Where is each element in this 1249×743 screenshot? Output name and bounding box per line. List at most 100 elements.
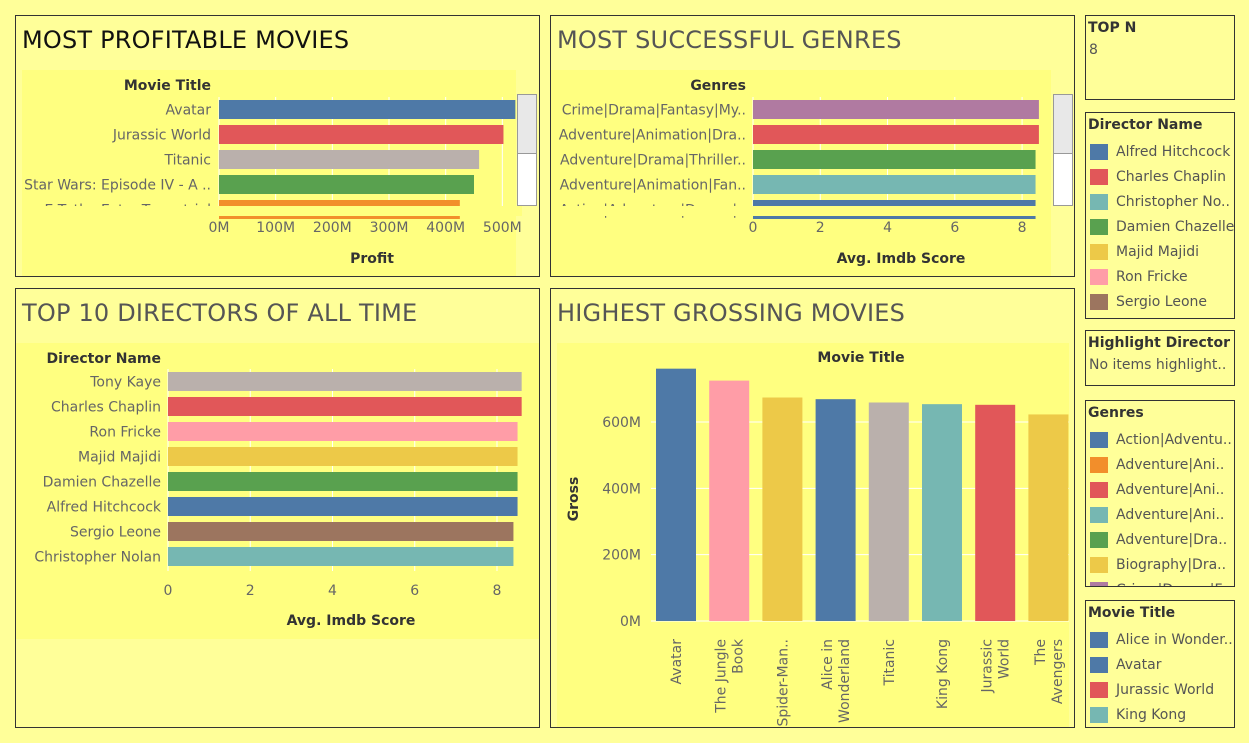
legend-swatch <box>1090 481 1108 498</box>
bar <box>219 150 480 169</box>
legend-label: Alfred Hitchcock <box>1116 143 1231 160</box>
category-label: Avatar <box>669 639 685 685</box>
category-label: Charles Chaplin <box>51 400 161 416</box>
legend-swatch <box>1090 168 1108 185</box>
legend-item[interactable] <box>1090 314 1234 320</box>
bar <box>868 402 909 621</box>
highlight-value[interactable]: No items highlight.. <box>1089 357 1227 373</box>
legend-swatch <box>1090 319 1108 320</box>
x-tick-label: 500M <box>483 220 522 236</box>
top-n-value[interactable]: 8 <box>1089 42 1098 58</box>
category-label: The Jungle <box>714 639 730 714</box>
category-label: Alfred Hitchcock <box>47 500 162 516</box>
legend-item[interactable]: Adventure|Ani.. <box>1090 477 1234 502</box>
legend-label: Crime|Drama|F.. <box>1116 582 1229 587</box>
x-tick-label: 2 <box>816 220 825 236</box>
bar <box>753 150 1036 169</box>
bar <box>168 497 518 516</box>
x-tick-label: 6 <box>410 583 419 599</box>
legend-label: Alice in Wonder.. <box>1116 631 1233 648</box>
category-label: Tony Kaye <box>89 375 161 391</box>
top-n-parameter[interactable]: TOP N 8 <box>1085 15 1235 100</box>
legend-item[interactable]: Action|Adventu.. <box>1090 427 1234 452</box>
legend-swatch <box>1090 193 1108 210</box>
panel-title: TOP 10 DIRECTORS OF ALL TIME <box>22 299 418 327</box>
bar <box>168 447 518 466</box>
panel-title: HIGHEST GROSSING MOVIES <box>557 299 906 327</box>
legend-swatch <box>1090 556 1108 573</box>
legend-label: Ron Fricke <box>1116 268 1188 285</box>
x-tick-label: 8 <box>493 583 502 599</box>
highlight-director[interactable]: Highlight Director .. No items highlight… <box>1085 330 1235 386</box>
legend-item[interactable]: Avatar <box>1090 652 1234 677</box>
legend-swatch <box>1090 456 1108 473</box>
bar <box>753 175 1036 194</box>
category-label: Adventure|Animation|Fan.. <box>560 178 746 194</box>
legend-item[interactable]: Crime|Drama|F.. <box>1090 577 1234 587</box>
x-tick-label: 2 <box>246 583 255 599</box>
legend-item[interactable]: Christopher No.. <box>1090 189 1234 214</box>
legend-item[interactable]: Biography|Dra.. <box>1090 552 1234 577</box>
legend-item[interactable]: Sergio Leone <box>1090 289 1234 314</box>
legend-label: Adventure|Dra.. <box>1116 531 1228 548</box>
legend-item[interactable]: Ron Fricke <box>1090 264 1234 289</box>
directors-bar-chart: 0 2 4 6 8 Director Name Tony Kaye Charles Chapl… <box>34 351 522 629</box>
panel-top-directors: TOP 10 DIRECTORS OF ALL TIME 0 2 4 6 8 Direct… <box>15 288 540 728</box>
legend-swatch <box>1090 581 1108 586</box>
category-label: Titanic <box>882 639 898 687</box>
legend-title: Director Name <box>1088 117 1203 133</box>
legend-swatch <box>1090 506 1108 523</box>
bar <box>709 380 750 621</box>
legend-item[interactable]: King Kong <box>1090 702 1234 727</box>
category-label: Avatar <box>166 103 212 119</box>
x-tick-label: 6 <box>950 220 959 236</box>
category-label: Avengers <box>1050 639 1066 704</box>
category-label: Christopher Nolan <box>34 550 161 566</box>
scrollbar-thumb[interactable] <box>518 95 536 154</box>
bar <box>922 404 962 621</box>
legend-item[interactable]: Jurassic World <box>1090 677 1234 702</box>
x-tick-label: 200M <box>313 220 352 236</box>
legend-swatch <box>1090 293 1108 310</box>
scrollbar[interactable] <box>1053 94 1073 206</box>
legend-item[interactable]: Charles Chaplin <box>1090 164 1234 189</box>
legend-item[interactable]: Adventure|Ani.. <box>1090 502 1234 527</box>
director-legend: Director Name Alfred Hitchcock Charles Ch… <box>1085 112 1235 319</box>
x-tick-label: 300M <box>370 220 409 236</box>
y-tick-label: 200M <box>602 548 641 564</box>
legend-item[interactable]: Alfred Hitchcock <box>1090 139 1234 164</box>
category-label: Majid Majidi <box>78 450 161 466</box>
legend-item[interactable]: Adventure|Ani.. <box>1090 452 1234 477</box>
x-tick-label: 400M <box>426 220 465 236</box>
legend-swatch <box>1090 243 1108 260</box>
legend-item[interactable]: Majid Majidi <box>1090 239 1234 264</box>
scrollbar[interactable] <box>517 94 537 206</box>
bar <box>168 397 522 416</box>
bar <box>753 125 1039 144</box>
bar <box>1028 414 1069 621</box>
category-label: Wonderland <box>837 639 853 723</box>
legend-label: Jurassic World <box>1116 681 1215 698</box>
legend-label: Charles Chaplin <box>1116 168 1226 185</box>
legend-label: Damien Chazelle <box>1116 218 1234 235</box>
row-header: Movie Title <box>124 78 211 94</box>
category-label: Jurassic World <box>112 128 211 144</box>
legend-item[interactable]: Alice in Wonder.. <box>1090 627 1234 652</box>
bar <box>168 422 518 441</box>
legend-swatch <box>1090 431 1108 448</box>
legend-item[interactable]: Adventure|Dra.. <box>1090 527 1234 552</box>
legend-label: King Kong <box>1116 706 1187 723</box>
legend-items: Action|Adventu.. Adventure|Ani.. Adventure… <box>1090 427 1234 587</box>
top-n-label: TOP N <box>1088 20 1137 36</box>
panel-most-successful-genres: MOST SUCCESSFUL GENRES 0 2 4 6 8 Genres Crime|… <box>550 15 1075 277</box>
x-tick-label: 100M <box>256 220 295 236</box>
y-tick-label: 0M <box>620 614 641 630</box>
bar <box>168 372 522 391</box>
y-tick-label: 400M <box>602 481 641 497</box>
x-tick-label: 4 <box>328 583 337 599</box>
bar <box>219 100 516 119</box>
bar <box>219 175 474 194</box>
category-label: Jurassic <box>980 639 996 694</box>
scrollbar-thumb[interactable] <box>1054 95 1072 154</box>
legend-item[interactable]: Damien Chazelle <box>1090 214 1234 239</box>
